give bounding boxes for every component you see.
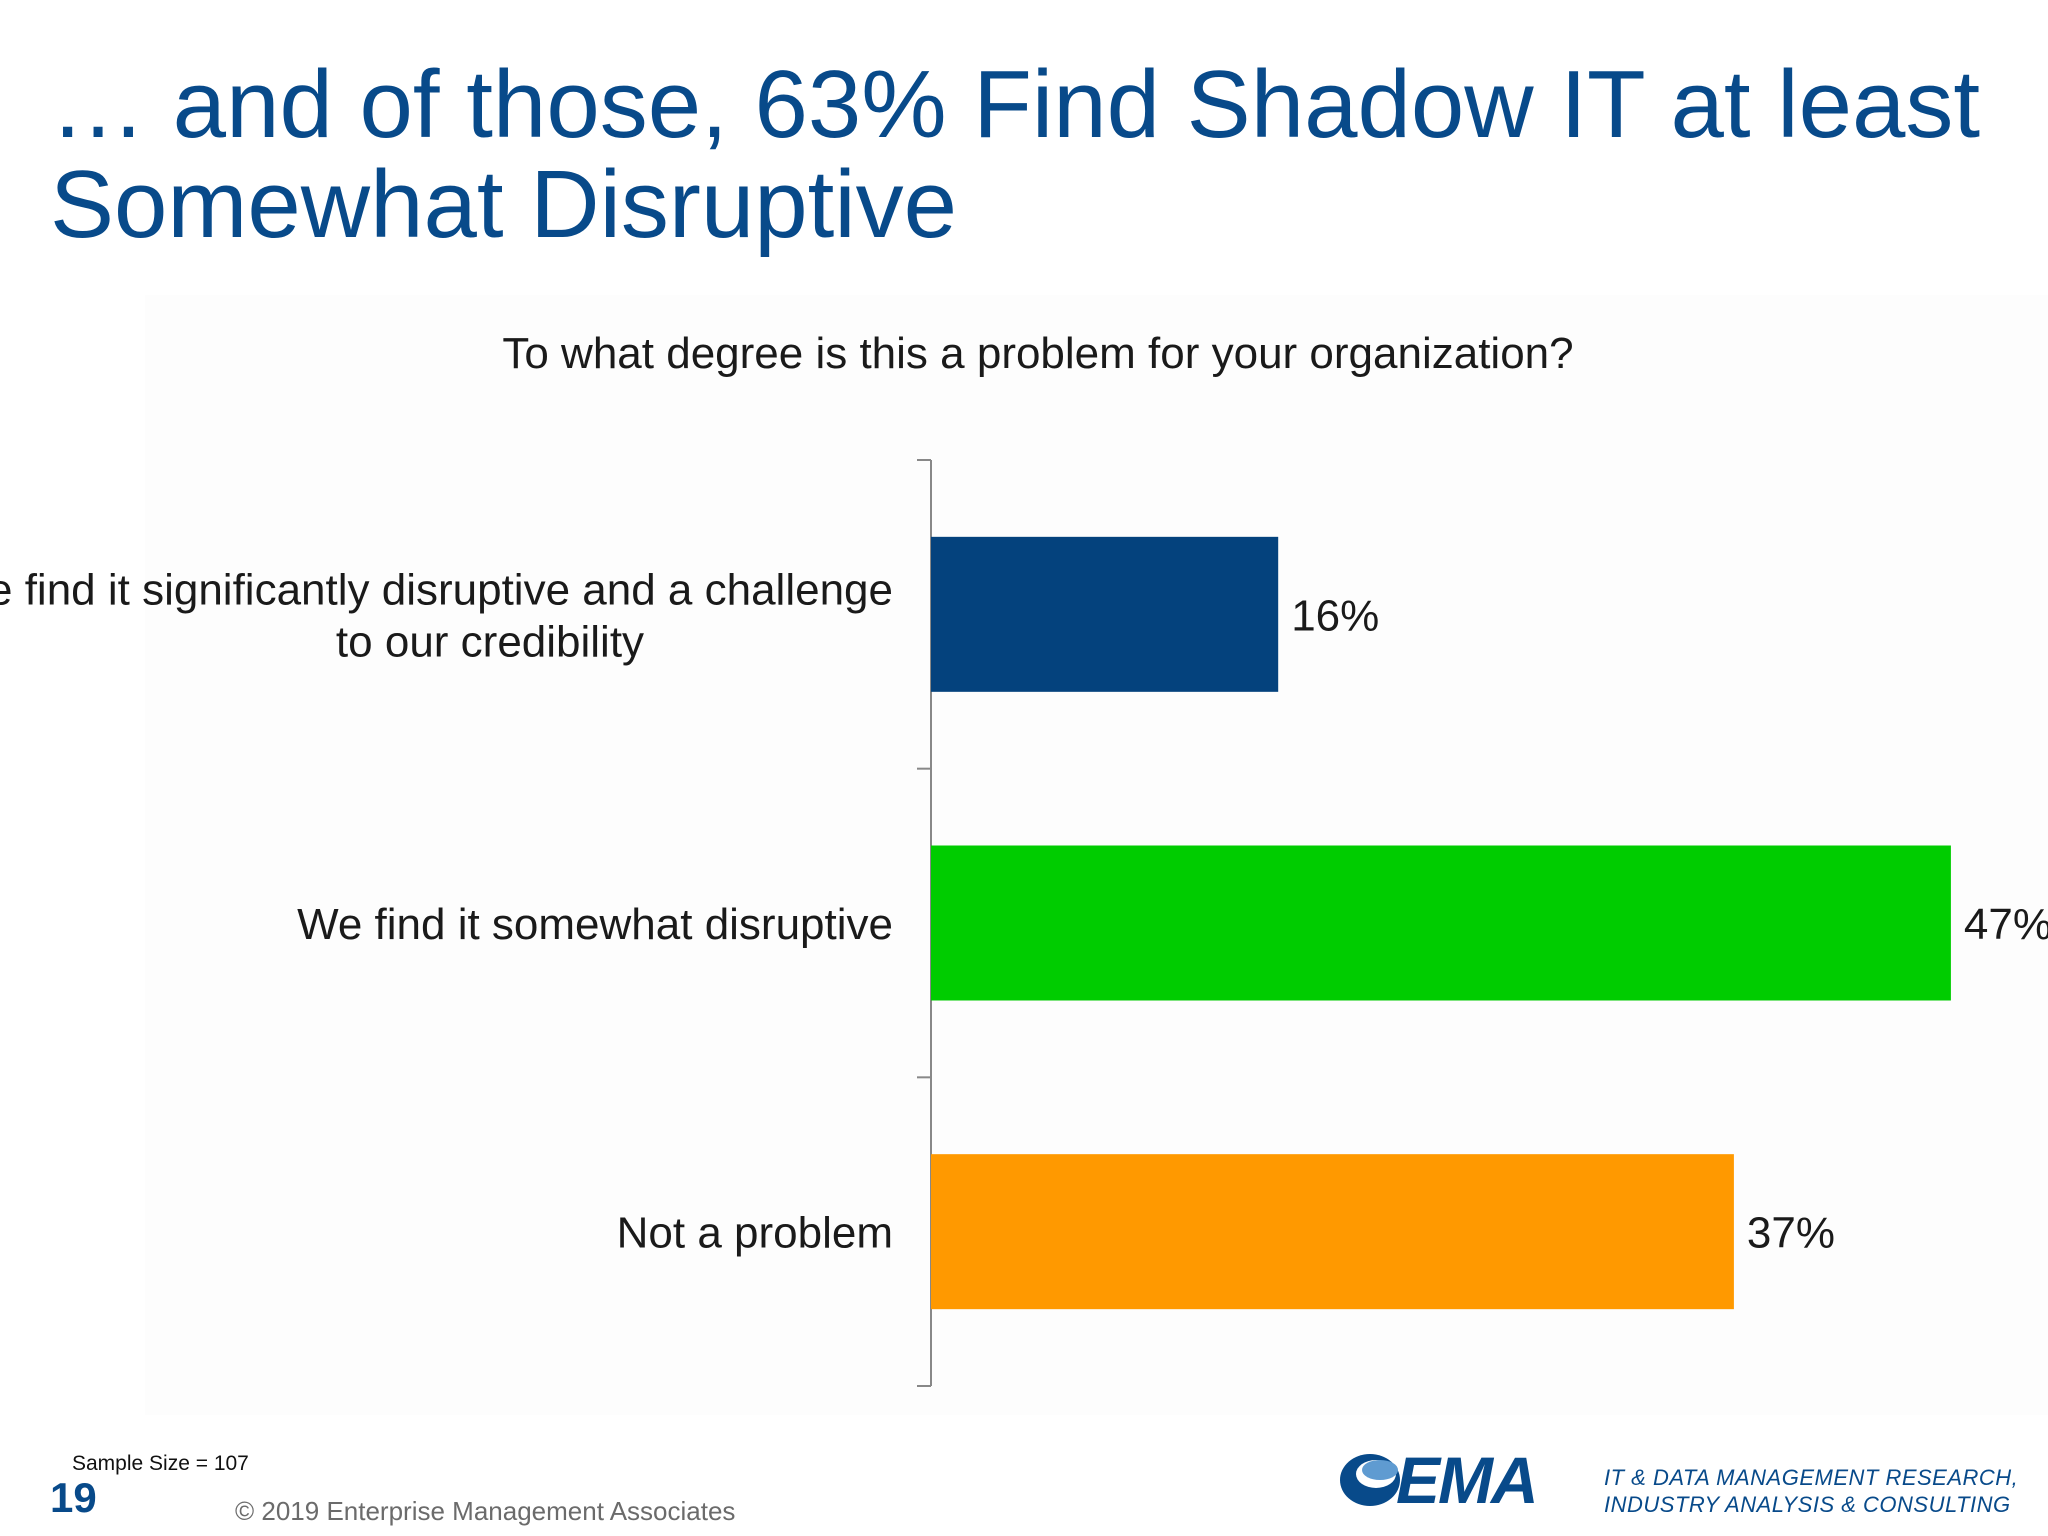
- bar-2: [931, 845, 1951, 1001]
- sample-size-note: Sample Size = 107: [72, 1452, 249, 1475]
- bar-chart: To what degree is this a problem for you…: [0, 329, 2048, 1387]
- slide-title-line-2: Somewhat Disruptive: [50, 151, 958, 258]
- tagline-line-2: INDUSTRY ANALYSIS & CONSULTING: [1604, 1492, 2011, 1517]
- ema-swoosh-icon: [1340, 1454, 1400, 1506]
- category-label-1-line-2: to our credibility: [336, 617, 644, 666]
- copyright-notice: © 2019 Enterprise Management Associates: [235, 1496, 736, 1526]
- ema-logo-text: EMA: [1396, 1443, 1539, 1517]
- category-label-2: We find it somewhat disruptive: [297, 900, 893, 949]
- page-number: 19: [50, 1474, 97, 1521]
- data-label-1: 16%: [1291, 591, 1379, 640]
- data-label-3: 37%: [1747, 1209, 1835, 1258]
- bar-1: [931, 536, 1279, 692]
- tagline-line-1: IT & DATA MANAGEMENT RESEARCH,: [1604, 1465, 2019, 1490]
- category-label-3: Not a problem: [617, 1209, 893, 1258]
- slide-title: … and of those, 63% Find Shadow IT at le…: [50, 55, 2010, 255]
- bar-3: [931, 1154, 1734, 1310]
- chart-title: To what degree is this a problem for you…: [502, 329, 1573, 378]
- slide-title-line-1: … and of those, 63% Find Shadow IT at le…: [50, 51, 1981, 158]
- data-label-2: 47%: [1964, 900, 2048, 949]
- category-label-1-line-1: We find it significantly disruptive and …: [0, 565, 893, 614]
- ema-logo: EMA: [1336, 1440, 1566, 1520]
- company-tagline: IT & DATA MANAGEMENT RESEARCH, INDUSTRY …: [1604, 1464, 2018, 1518]
